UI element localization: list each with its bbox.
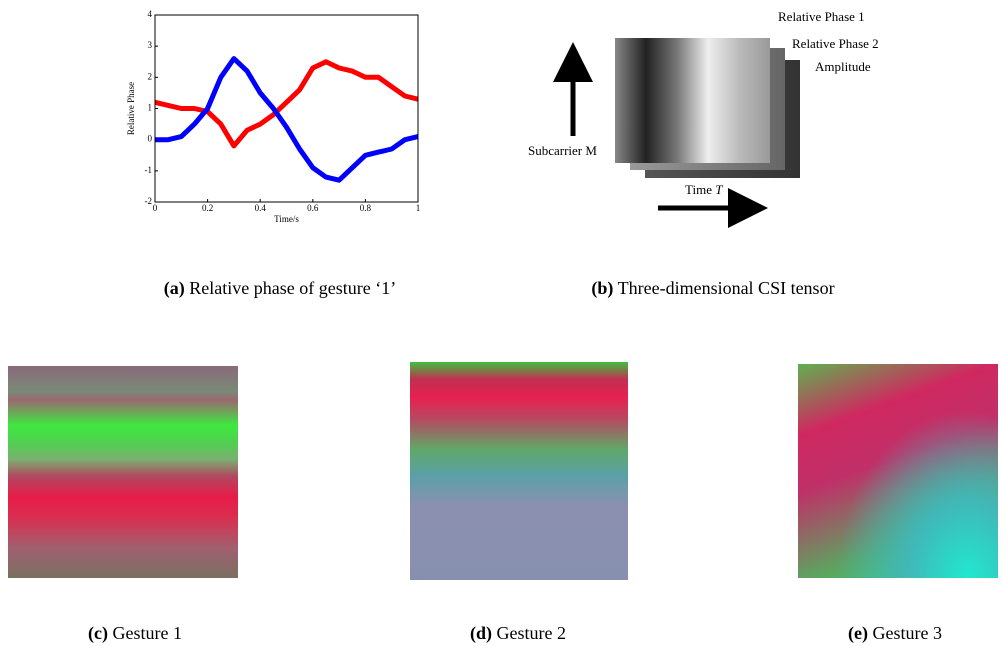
series-line xyxy=(155,56,419,183)
phase-1-layer xyxy=(615,38,770,163)
y-axis-label: Relative Phase xyxy=(126,82,136,135)
plot-frame xyxy=(154,14,419,203)
caption-label: (d) xyxy=(470,623,492,644)
caption: (a) Relative phase of gesture ‘1’ xyxy=(164,278,396,299)
caption: (b) Three-dimensional CSI tensor xyxy=(591,278,834,299)
caption-label: (c) xyxy=(88,623,108,644)
x-tick-label: 0.4 xyxy=(255,203,267,213)
caption-label: (e) xyxy=(848,623,868,644)
gesture-3-image xyxy=(798,364,998,578)
gesture-1-image xyxy=(8,366,238,578)
caption-label: (a) xyxy=(164,278,185,299)
caption: (c) Gesture 1 xyxy=(88,623,182,644)
series-line xyxy=(154,59,419,149)
y-tick-label: 2 xyxy=(148,71,153,81)
caption-text: Three-dimensional CSI tensor xyxy=(618,278,835,298)
y-tick-label: 4 xyxy=(148,9,153,19)
y-tick-label: -1 xyxy=(145,165,153,175)
caption: (d) Gesture 2 xyxy=(470,623,566,644)
axis-label: Time T xyxy=(685,182,723,197)
layer-label: Amplitude xyxy=(815,59,871,74)
layer-label: Relative Phase 2 xyxy=(792,36,879,51)
caption: (e) Gesture 3 xyxy=(848,623,942,644)
caption-text: Gesture 3 xyxy=(873,623,942,643)
gesture-2-image xyxy=(410,362,628,580)
x-axis-label: Time/s xyxy=(274,214,299,224)
time-label: Time xyxy=(685,182,712,197)
x-tick-label: 0.8 xyxy=(360,203,372,213)
caption-label: (b) xyxy=(591,278,613,299)
y-tick-label: 3 xyxy=(148,40,153,50)
x-tick-label: 0.2 xyxy=(202,203,213,213)
y-tick-label: 1 xyxy=(148,103,153,113)
caption-text: Gesture 1 xyxy=(113,623,182,643)
x-tick-label: 0 xyxy=(153,203,158,213)
x-tick-label: 1 xyxy=(416,203,421,213)
x-tick-label: 0.6 xyxy=(307,203,319,213)
caption-text: Relative phase of gesture ‘1’ xyxy=(189,278,396,298)
axis-label: Subcarrier M xyxy=(528,143,597,158)
y-tick-label: -2 xyxy=(145,196,153,206)
time-symbol: T xyxy=(715,182,723,197)
layer-label: Relative Phase 1 xyxy=(778,9,865,24)
phase-chart: -2 -1 0 1 2 3 4 0 0.2 0.4 0.6 0.8 1 Time/s Relative Ph… xyxy=(126,9,420,224)
y-tick-label: 0 xyxy=(148,134,153,144)
caption-text: Gesture 2 xyxy=(497,623,566,643)
